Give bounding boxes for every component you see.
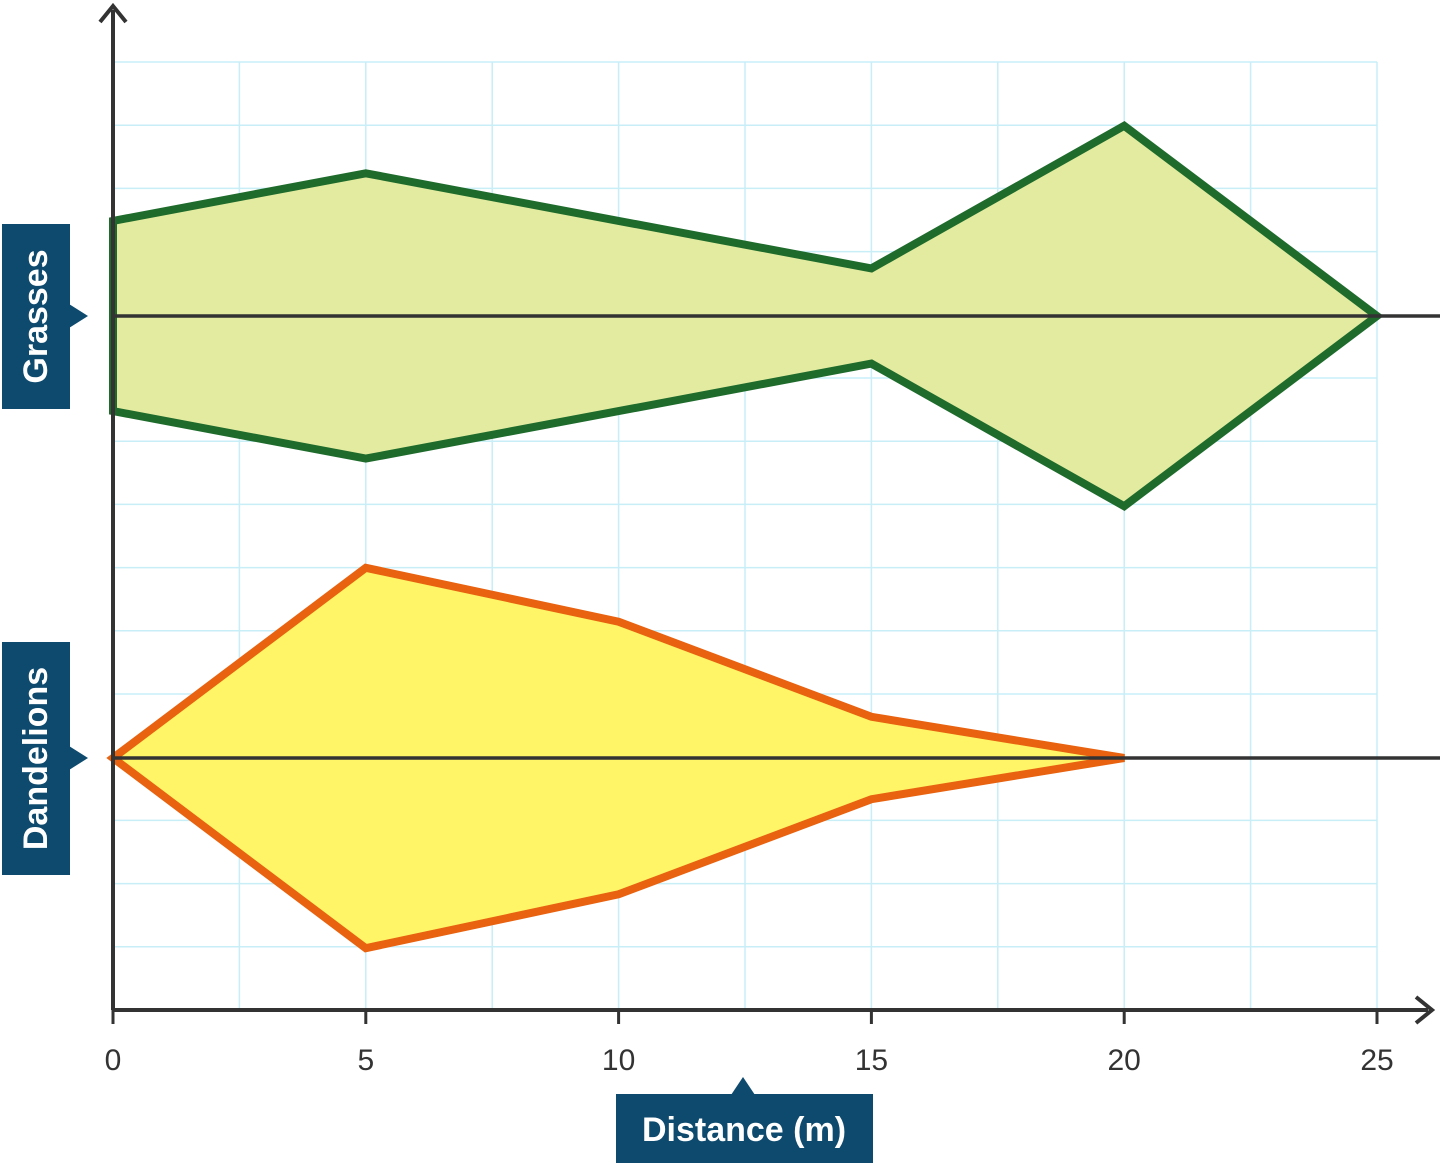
x-tick-label: 10 (602, 1044, 635, 1077)
series-label-box (2, 642, 70, 875)
series-label-pointer (69, 746, 88, 770)
x-tick-label: 25 (1360, 1044, 1393, 1077)
x-axis-title-box (616, 1094, 873, 1163)
series-label-text: Dandelions (17, 667, 55, 850)
series-label-box (2, 224, 70, 409)
x-axis-title-text: Distance (m) (642, 1111, 846, 1149)
series-label-pointer (69, 304, 88, 328)
x-axis-title-pointer (731, 1077, 755, 1095)
labels: Distance (m) Grasses Dandelions (2, 224, 873, 1163)
x-tick-label: 15 (855, 1044, 888, 1077)
series-label-grasses: Grasses (2, 224, 88, 409)
x-axis-arrow (1414, 995, 1436, 1025)
x-axis-title: Distance (m) (616, 1077, 873, 1163)
series-label-text: Grasses (17, 249, 55, 383)
y-axis-arrow (98, 2, 128, 24)
x-tick-label: 0 (105, 1044, 122, 1077)
axes (98, 2, 1436, 1025)
x-tick-label: 20 (1108, 1044, 1141, 1077)
kites (106, 121, 1440, 953)
series-label-dandelions: Dandelions (2, 642, 88, 875)
x-ticks: 0 5 10 15 20 25 (105, 1010, 1394, 1077)
x-tick-label: 5 (357, 1044, 374, 1077)
